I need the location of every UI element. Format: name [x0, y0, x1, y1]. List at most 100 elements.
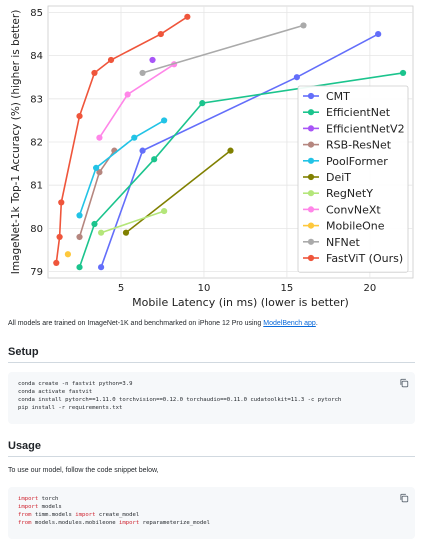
x-tick-label: 5 [118, 283, 124, 294]
data-point [53, 259, 60, 266]
legend-entry: PoolFormer [326, 155, 388, 168]
legend-swatch-marker [307, 109, 315, 116]
legend-entry: EfficientNet [326, 106, 391, 119]
legend-swatch-marker [307, 222, 315, 229]
series-line [55, 16, 188, 264]
legend-swatch-marker [307, 125, 315, 132]
data-point [157, 30, 164, 38]
legend-box [297, 85, 409, 273]
setup-code-line: pip install -r requirements.txt [18, 405, 123, 411]
code-keyword: import [18, 504, 39, 510]
x-axis-label: Mobile Latency (in ms) (lower is better) [132, 296, 349, 309]
data-point [300, 22, 307, 29]
x-tick-label: 20 [363, 283, 376, 294]
usage-heading: Usage [8, 440, 415, 457]
legend-swatch-marker [307, 157, 315, 164]
legend-swatch-marker [307, 190, 315, 197]
legend-swatch-marker [307, 206, 315, 213]
code-keyword: import [18, 496, 39, 502]
series-line [78, 119, 165, 216]
data-point [199, 100, 206, 107]
caption-text: All models are trained on ImageNet-1K an… [8, 320, 264, 327]
data-point [161, 207, 168, 215]
data-point [107, 56, 115, 64]
data-point [64, 251, 72, 258]
legend-entry: ConvNeXt [326, 203, 381, 216]
data-point [96, 169, 103, 176]
data-point [139, 69, 146, 77]
code-keyword: from [18, 520, 32, 526]
data-point [161, 117, 168, 124]
legend-swatch-marker [307, 254, 315, 262]
data-point [91, 69, 98, 77]
data-point [58, 199, 65, 206]
data-point [76, 212, 83, 219]
benchmark-chart: 5 10 15 20 79 80 81 82 83 84 85 Mobile Latency (in … [10, 5, 414, 309]
data-point [184, 13, 191, 20]
data-point [149, 56, 156, 64]
data-point [96, 134, 103, 141]
chart-caption: All models are trained on ImageNet-1K an… [8, 318, 418, 329]
y-tick-label: 85 [30, 8, 43, 19]
setup-heading: Setup [8, 346, 415, 363]
setup-code-line: conda install pytorch==1.11.0 torchvisio… [18, 397, 342, 403]
y-tick-label: 83 [30, 94, 43, 105]
legend-swatch-marker [307, 92, 315, 100]
legend-entry: FastViT (Ours) [326, 252, 403, 265]
y-tick-label: 82 [30, 138, 43, 149]
setup-code-line: conda create -n fastvit python=3.9 [18, 381, 133, 387]
data-point [124, 91, 131, 98]
setup-code-lines: conda create -n fastvit python=3.9 conda … [18, 380, 405, 412]
legend-entry: CMT [326, 90, 350, 103]
data-point [97, 229, 105, 236]
legend-entry: RSB-ResNet [326, 139, 392, 152]
legend-swatch-marker [307, 141, 315, 148]
code-token: timm.models [31, 512, 76, 518]
usage-intro: To use our model, follow the code snippe… [8, 467, 159, 474]
copy-icon[interactable] [399, 493, 409, 503]
data-point [151, 156, 158, 163]
code-keyword: import [75, 512, 96, 518]
data-point [76, 264, 83, 271]
data-point [139, 147, 146, 154]
modelbench-link[interactable]: ModelBench app [263, 320, 316, 327]
code-token: create_model [95, 512, 140, 518]
data-point [122, 229, 130, 236]
data-point [91, 220, 98, 228]
usage-code-line: import models [18, 503, 405, 511]
code-keyword: from [18, 512, 32, 518]
x-tick-label: 10 [198, 283, 211, 294]
code-token: models [38, 504, 62, 510]
legend-entry: NFNet [326, 236, 361, 249]
y-tick-label: 84 [30, 51, 43, 62]
legend-swatch-marker [307, 238, 315, 245]
usage-code-line: import torch [18, 495, 405, 503]
y-tick-label: 79 [30, 267, 43, 278]
code-token: torch [38, 496, 59, 502]
data-point [375, 30, 382, 38]
code-token: reparameterize_model [139, 520, 210, 526]
setup-code-block: conda create -n fastvit python=3.9 conda … [8, 372, 415, 424]
y-tick-label: 80 [30, 224, 43, 235]
usage-code-block: import torch import models from timm.model… [8, 487, 415, 539]
usage-code-lines: import torch import models from timm.model… [18, 495, 405, 527]
data-point [227, 147, 234, 154]
series-line [142, 24, 304, 74]
legend-swatch-marker [307, 173, 315, 181]
series-line [100, 33, 379, 268]
caption-end: . [315, 320, 318, 327]
data-point [399, 69, 407, 77]
copy-icon[interactable] [399, 378, 409, 388]
usage-code-line: from models.modules.mobileone import rep… [18, 519, 405, 527]
chart-svg: 5 10 15 20 79 80 81 82 83 84 85 Mobile Latency (in … [10, 5, 414, 309]
data-point [76, 112, 83, 120]
y-tick-label: 81 [30, 181, 43, 192]
x-tick-label: 15 [281, 283, 294, 294]
data-point [131, 134, 138, 141]
data-point [93, 164, 100, 172]
data-point [97, 264, 105, 271]
data-point [56, 233, 63, 241]
data-point [76, 233, 83, 241]
setup-code-line: conda activate fastvit [18, 389, 93, 395]
code-token: models.modules.mobileone [31, 520, 120, 526]
